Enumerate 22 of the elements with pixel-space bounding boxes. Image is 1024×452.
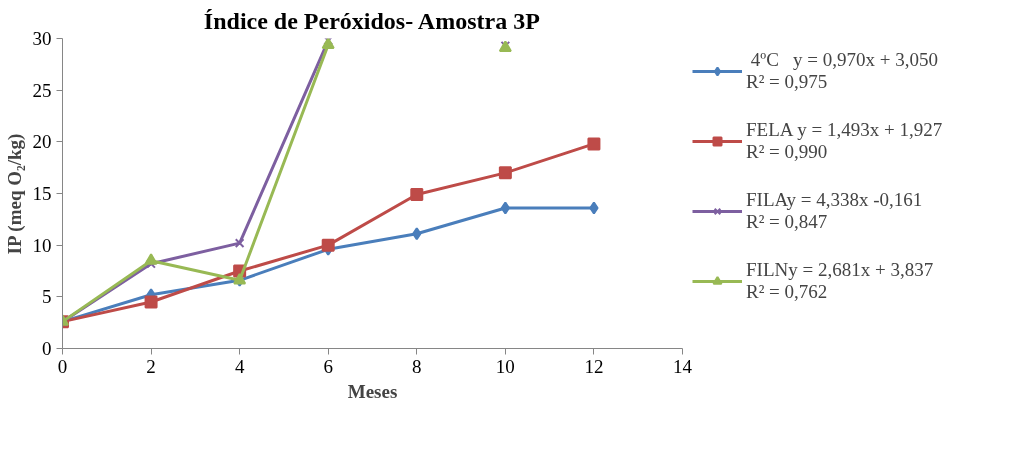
chart-title: Índice de Peróxidos- Amostra 3P (203, 7, 540, 34)
y-tick-label: 10 (32, 234, 52, 256)
x-axis-title: Meses (347, 380, 398, 402)
y-tick-label: 30 (32, 28, 52, 49)
y-tick-label: 20 (32, 131, 52, 153)
x-tick-label: 6 (323, 355, 333, 377)
y-tick-label: 25 (32, 79, 52, 101)
y-tick-label: 0 (42, 338, 52, 359)
x-tick-label: 0 (57, 355, 68, 377)
legend-label: FILNy = 2,681x + 3,837 R² = 0,762 (746, 259, 934, 303)
y-tick-label: 15 (32, 183, 52, 204)
legend-label: FILAy = 4,338x -0,161 R² = 0,847 (746, 189, 923, 233)
x-tick-label: 10 (495, 355, 515, 377)
x-tick-label: 12 (584, 355, 604, 377)
legend-label: 4ºC y = 0,970x + 3,050 R² = 0,975 (746, 49, 938, 93)
y-tick-label: 5 (42, 286, 52, 308)
x-tick-label: 14 (673, 355, 693, 377)
x-tick-label: 8 (412, 355, 422, 377)
x-tick-label: 4 (234, 355, 245, 377)
x-tick-label: 2 (146, 355, 156, 377)
y-axis-title: IP (meq O₂/kg) (3, 133, 26, 255)
legend-label: FELA y = 1,493x + 1,927 R² = 0,990 (746, 119, 943, 163)
